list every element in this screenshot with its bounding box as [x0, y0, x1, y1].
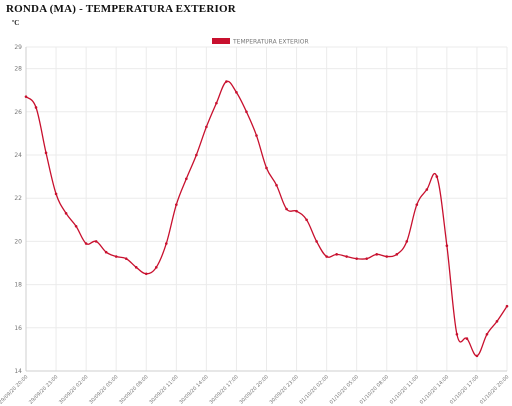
data-point [44, 151, 48, 155]
data-point [285, 207, 288, 211]
y-tick-label: 16 [14, 325, 22, 332]
y-tick-label: 26 [14, 109, 22, 116]
data-point [415, 203, 419, 206]
data-point [154, 266, 158, 269]
x-tick-label: 01/10/20 11:00 [389, 374, 420, 405]
x-tick-label: 29/09/20 20:00 [0, 374, 29, 405]
data-point [385, 255, 389, 258]
x-tick-label: 30/09/20 08:00 [118, 374, 149, 405]
x-tick-label: 01/10/20 08:00 [359, 374, 390, 405]
y-tick-label: 28 [14, 66, 22, 73]
data-point [455, 332, 459, 336]
data-point [124, 257, 128, 260]
x-tick-label: 30/09/20 17:00 [208, 374, 239, 405]
data-point [74, 224, 78, 228]
y-tick-label: 20 [14, 238, 22, 245]
data-point [495, 320, 499, 323]
x-tick-label: 30/09/20 02:00 [58, 374, 89, 405]
data-point [245, 110, 248, 114]
x-tick-label: 30/09/20 05:00 [88, 374, 119, 405]
data-point [185, 177, 188, 181]
data-point [164, 242, 168, 245]
data-point [255, 134, 258, 137]
data-point [405, 240, 409, 243]
data-point [325, 255, 328, 258]
data-point [465, 337, 469, 340]
data-point [315, 240, 318, 243]
y-tick-label: 22 [14, 195, 22, 202]
data-point [134, 266, 138, 269]
x-tick-label: 01/10/20 20:00 [479, 374, 510, 405]
legend-label: TEMPERATURA EXTERIOR [232, 38, 309, 45]
data-point [355, 257, 358, 260]
grid-lines [25, 46, 508, 372]
x-tick-label: 01/10/20 02:00 [299, 374, 330, 405]
data-point [215, 101, 218, 105]
data-point [104, 250, 108, 254]
legend[interactable]: TEMPERATURA EXTERIOR [212, 38, 309, 45]
axes [25, 47, 507, 372]
data-point [485, 332, 489, 336]
y-tick-label: 29 [14, 44, 22, 51]
y-tick-label: 24 [14, 152, 22, 159]
legend-swatch [212, 38, 230, 44]
data-point [395, 253, 399, 256]
data-point [24, 95, 28, 98]
data-point [195, 153, 198, 157]
data-point [295, 209, 298, 213]
x-tick-label: 01/10/20 17:00 [449, 374, 480, 405]
data-point [144, 272, 148, 276]
data-point [305, 218, 308, 222]
data-point [54, 192, 58, 196]
data-point [205, 125, 208, 129]
data-point [175, 203, 178, 206]
y-tick-label: 18 [14, 282, 22, 289]
data-point [375, 253, 379, 256]
data-point [84, 242, 88, 245]
x-tick-label: 30/09/20 23:00 [269, 374, 300, 405]
data-point [114, 255, 118, 258]
data-point [425, 188, 429, 191]
data-point [475, 354, 479, 358]
x-tick-label: 30/09/20 14:00 [178, 374, 209, 405]
data-point [235, 91, 238, 94]
data-point [505, 304, 509, 308]
data-point [445, 244, 449, 248]
x-tick-label: 29/09/20 23:00 [28, 374, 59, 405]
x-tick-label: 30/09/20 20:00 [238, 374, 269, 405]
x-tick-label: 01/10/20 14:00 [419, 374, 450, 405]
y-axis-ticks: 14 16 18 20 22 24 26 28 29 [14, 44, 22, 375]
page-title: RONDA (MA) - TEMPERATURA EXTERIOR [6, 3, 236, 15]
x-tick-label: 30/09/20 11:00 [148, 374, 179, 405]
data-point [94, 240, 98, 243]
x-tick-label: 01/10/20 05:00 [329, 374, 360, 405]
series-temperatura-exterior [24, 80, 509, 358]
data-point [435, 175, 439, 178]
data-point [365, 257, 369, 260]
data-point [335, 253, 338, 256]
y-axis-unit-label: ºC [12, 19, 20, 27]
data-point [225, 80, 228, 83]
data-point [345, 255, 348, 258]
data-point [34, 106, 38, 109]
y-tick-label: 14 [14, 368, 22, 375]
data-point [265, 166, 268, 170]
data-point [64, 212, 68, 215]
data-point [275, 183, 278, 187]
